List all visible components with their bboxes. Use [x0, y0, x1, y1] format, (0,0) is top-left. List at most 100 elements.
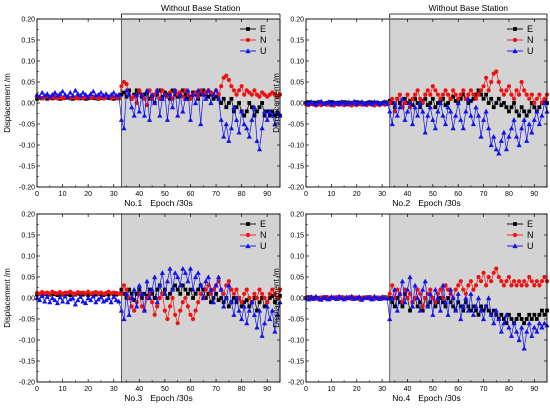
point-E — [408, 308, 412, 313]
x-tick-label: 50 — [429, 386, 437, 393]
plot-frame — [36, 18, 281, 188]
y-tick-label: 0.05 — [21, 79, 35, 86]
point-N — [527, 274, 532, 280]
point-E — [119, 92, 124, 97]
point-N — [458, 92, 463, 97]
legend-marker-N — [245, 232, 251, 238]
point-N — [509, 283, 514, 288]
point-E — [219, 296, 224, 300]
point-U — [463, 295, 469, 301]
y-tick-label: 0.00 — [21, 295, 35, 302]
point-U — [349, 100, 355, 106]
point-E — [524, 113, 529, 118]
point-U — [159, 96, 165, 101]
point-N — [410, 96, 415, 101]
x-axis-label: No.4 Epoch /30s — [392, 393, 461, 403]
point-U — [516, 337, 522, 343]
point-E — [247, 304, 252, 309]
point-N — [420, 304, 425, 309]
point-E — [137, 287, 142, 292]
point-U — [83, 92, 89, 97]
x-tick-label: 30 — [110, 386, 118, 393]
point-U — [185, 87, 191, 93]
point-U — [139, 92, 145, 97]
point-U — [129, 295, 135, 301]
point-N — [476, 92, 481, 97]
point-U — [49, 295, 55, 301]
point-E — [226, 304, 231, 309]
x-tick-label: 70 — [212, 191, 220, 198]
point-U — [249, 299, 255, 305]
legend-marker-N — [512, 37, 518, 43]
point-N — [234, 287, 239, 292]
annotation-bracket: Without Base Station — [389, 3, 548, 18]
point-N — [405, 92, 410, 97]
point-N — [206, 283, 211, 288]
point-E — [193, 291, 198, 296]
point-E — [168, 96, 172, 101]
point-U — [256, 308, 263, 313]
y-tick-label: -0.05 — [288, 121, 304, 128]
point-U — [83, 300, 89, 306]
point-N — [160, 88, 165, 93]
point-N — [397, 92, 402, 97]
point-N — [532, 100, 537, 106]
point-E — [474, 308, 478, 313]
point-N — [142, 96, 147, 101]
point-U — [134, 92, 140, 97]
point-U — [121, 316, 127, 322]
point-U — [231, 104, 237, 110]
point-E — [242, 113, 247, 118]
point-U — [187, 266, 194, 271]
point-U — [519, 324, 525, 330]
point-U — [80, 298, 86, 304]
point-U — [536, 121, 542, 127]
point-U — [326, 99, 332, 104]
point-N — [224, 73, 229, 78]
point-U — [376, 296, 383, 301]
point-N — [428, 92, 433, 97]
point-E — [124, 296, 129, 300]
point-E — [229, 96, 234, 101]
point-E — [267, 113, 272, 118]
point-U — [539, 324, 545, 330]
point-U — [496, 150, 502, 156]
point-U — [42, 92, 48, 98]
point-N — [178, 308, 183, 313]
point-U — [491, 134, 497, 139]
annotation-label: Without Base Station — [161, 3, 241, 13]
x-tick-label: 60 — [454, 191, 462, 198]
point-E — [188, 94, 193, 99]
point-E — [504, 105, 509, 110]
point-U — [397, 291, 403, 296]
point-N — [249, 92, 254, 97]
point-U — [134, 303, 140, 309]
point-E — [234, 105, 239, 110]
point-U — [341, 99, 347, 105]
point-U — [437, 100, 444, 106]
point-U — [264, 303, 270, 309]
point-E — [540, 308, 544, 313]
point-N — [231, 88, 237, 93]
point-U — [88, 91, 94, 96]
point-U — [195, 270, 201, 275]
legend: ENU — [240, 24, 267, 56]
point-N — [221, 291, 226, 296]
point-U — [465, 96, 471, 101]
point-E — [522, 321, 527, 326]
point-U — [458, 117, 464, 122]
x-tick-label: 0 — [304, 386, 308, 393]
point-N — [524, 283, 529, 288]
point-U — [254, 324, 260, 330]
point-U — [111, 89, 117, 95]
point-E — [255, 308, 259, 313]
point-U — [483, 303, 489, 309]
point-E — [441, 300, 445, 305]
point-U — [486, 295, 492, 301]
point-E — [206, 94, 211, 99]
point-U — [534, 108, 540, 114]
point-U — [531, 324, 537, 330]
point-U — [131, 287, 137, 292]
point-N — [425, 88, 430, 93]
